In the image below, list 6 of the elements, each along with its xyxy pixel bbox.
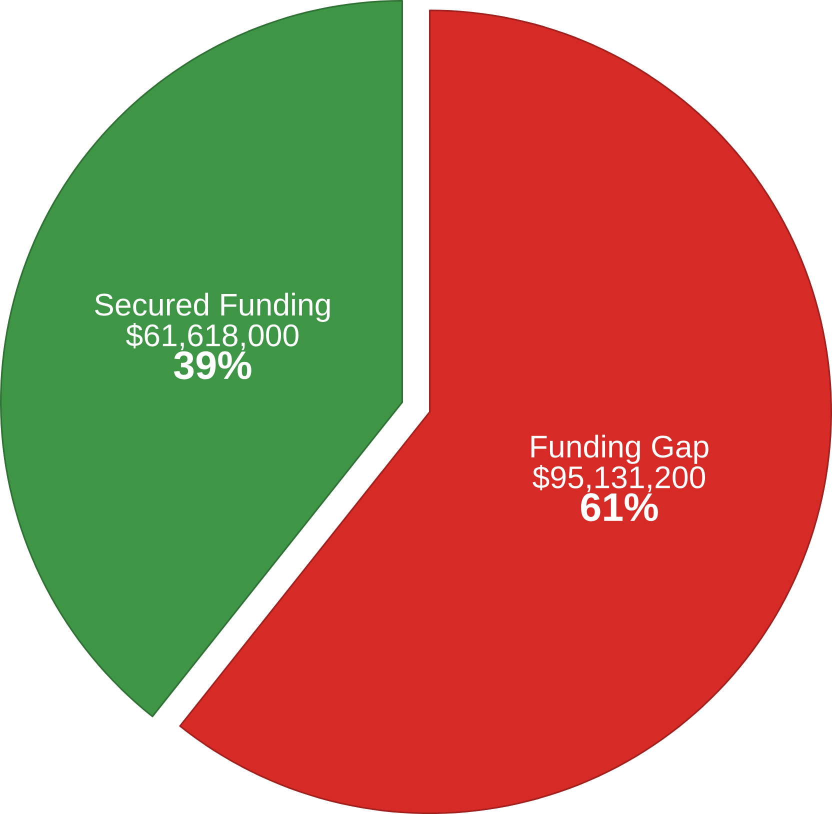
text: 39% bbox=[174, 351, 252, 380]
data-label: $95,131,200 bbox=[532, 464, 706, 492]
slice-label: Secured Funding bbox=[95, 292, 330, 322]
slice-label: Funding Gap bbox=[531, 434, 708, 464]
text: 61% bbox=[581, 493, 658, 522]
data-label: $61,618,000 bbox=[126, 322, 298, 350]
